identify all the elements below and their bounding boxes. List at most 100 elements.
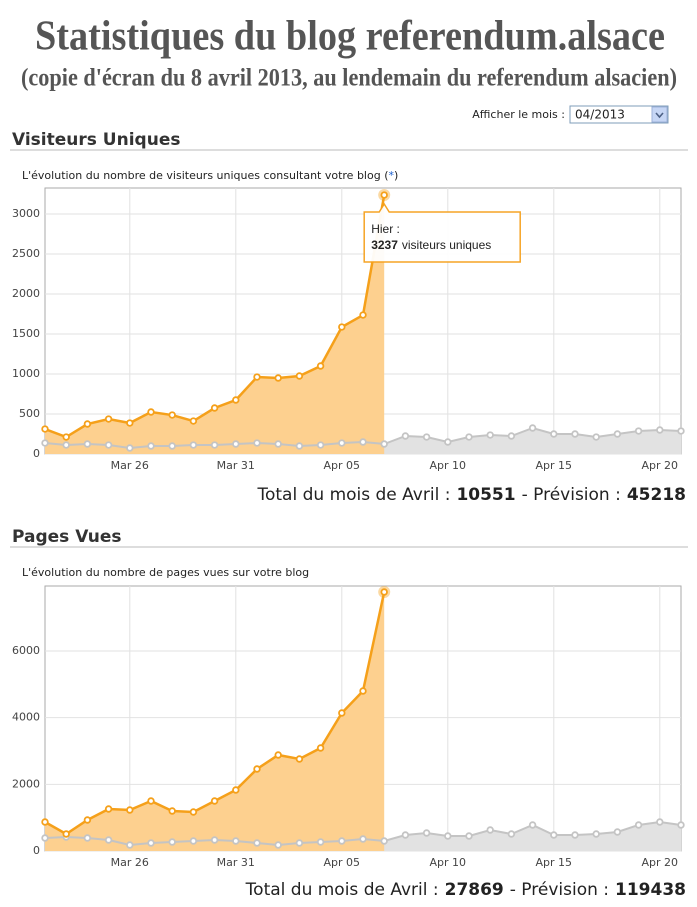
page-subtitle: (copie d'écran du 8 avril 2013, au lende… <box>21 65 677 92</box>
data-point <box>253 839 261 847</box>
data-point <box>592 830 600 838</box>
y-tick-label: 1000 <box>12 367 40 380</box>
data-point <box>677 427 685 435</box>
data-point <box>528 424 537 432</box>
data-point <box>253 439 261 447</box>
data-point <box>104 836 113 844</box>
data-point <box>380 440 388 448</box>
data-point <box>634 821 643 829</box>
x-tick-label: Apr 10 <box>430 459 467 472</box>
section-title: Visiteurs Uniques <box>12 130 180 150</box>
data-point <box>465 433 473 441</box>
header-bg <box>0 0 697 97</box>
page-title: Statistiques du blog referendum.alsace <box>35 14 665 60</box>
tooltip-label: Hier : <box>371 222 400 236</box>
data-point <box>316 441 325 449</box>
x-tick-label: Apr 15 <box>536 459 573 472</box>
data-point <box>656 426 664 434</box>
section-title: Pages Vues <box>12 527 122 547</box>
data-point <box>274 440 282 448</box>
forecast-value: 45218 <box>627 485 686 505</box>
data-point <box>613 430 622 438</box>
data-point <box>380 837 388 845</box>
data-point <box>295 755 304 763</box>
x-tick-label: Mar 26 <box>111 459 149 472</box>
data-point <box>316 838 325 846</box>
area-fill <box>45 592 385 851</box>
y-tick-label: 1500 <box>12 327 40 340</box>
data-point <box>168 807 176 815</box>
data-point <box>338 837 346 845</box>
data-point <box>507 432 516 440</box>
data-point <box>274 841 282 849</box>
data-point <box>232 396 240 404</box>
data-point <box>401 831 410 839</box>
y-tick-label: 4000 <box>12 711 40 724</box>
month-label: Afficher le mois : <box>472 108 565 121</box>
select-button[interactable] <box>651 106 668 123</box>
month-total: Total du mois de Avril : 27869 - Prévision… <box>245 880 686 900</box>
y-tick-label: 2000 <box>12 287 40 300</box>
x-tick-label: Mar 31 <box>217 856 255 869</box>
x-tick-label: Mar 31 <box>217 459 255 472</box>
data-point <box>592 433 600 441</box>
select-value[interactable]: 04/2013 <box>575 108 625 122</box>
y-tick-label: 0 <box>33 447 40 460</box>
x-tick-label: Apr 05 <box>324 459 361 472</box>
select-box[interactable] <box>569 105 669 124</box>
data-point <box>359 311 367 319</box>
data-point <box>126 419 134 427</box>
data-point <box>274 374 282 382</box>
data-point <box>359 687 367 695</box>
data-point <box>359 438 367 446</box>
tooltip-unit: visiteurs uniques <box>402 238 491 252</box>
data-point <box>41 818 49 826</box>
subtitle-part: ) <box>394 169 398 182</box>
data-point <box>62 830 70 838</box>
data-point <box>338 439 346 447</box>
month-select[interactable]: 04/2013 <box>569 105 669 124</box>
data-point <box>62 441 70 449</box>
data-point <box>210 836 219 844</box>
data-point <box>422 829 431 837</box>
data-point <box>147 797 155 805</box>
data-point <box>104 415 113 423</box>
month-total: Total du mois de Avril :10551 - Prévision… <box>257 485 687 505</box>
data-point <box>422 433 431 441</box>
tooltip-text: 3237 visiteurs uniques <box>371 238 491 252</box>
data-point <box>168 838 176 846</box>
data-point <box>465 832 473 840</box>
y-tick-label: 2000 <box>12 777 40 790</box>
data-point <box>380 588 388 596</box>
data-point <box>634 427 643 435</box>
forecast-label: - Prévision : <box>522 485 621 505</box>
data-point <box>232 837 240 845</box>
data-point <box>83 440 92 448</box>
data-point <box>126 806 134 814</box>
data-point <box>550 430 558 438</box>
data-point <box>126 841 134 849</box>
help-link: * <box>388 169 394 182</box>
data-point <box>104 805 113 813</box>
data-point <box>232 786 240 794</box>
data-point <box>168 411 176 419</box>
x-tick-label: Apr 05 <box>324 856 361 869</box>
select-arrow <box>655 112 664 119</box>
data-point <box>253 373 261 381</box>
data-point <box>316 362 325 370</box>
x-tick-label: Apr 10 <box>430 856 467 869</box>
data-point <box>189 441 198 449</box>
tooltip <box>363 202 521 263</box>
data-point <box>401 432 410 440</box>
total-value: 10551 <box>456 485 515 505</box>
data-point <box>571 430 579 438</box>
data-point <box>295 839 304 847</box>
data-point <box>104 441 113 449</box>
data-point <box>253 765 261 773</box>
data-point <box>189 808 198 816</box>
data-point <box>210 404 219 412</box>
forecast-label: - Prévision : <box>510 880 609 900</box>
data-point <box>571 831 579 839</box>
y-tick-label: 6000 <box>12 644 40 657</box>
